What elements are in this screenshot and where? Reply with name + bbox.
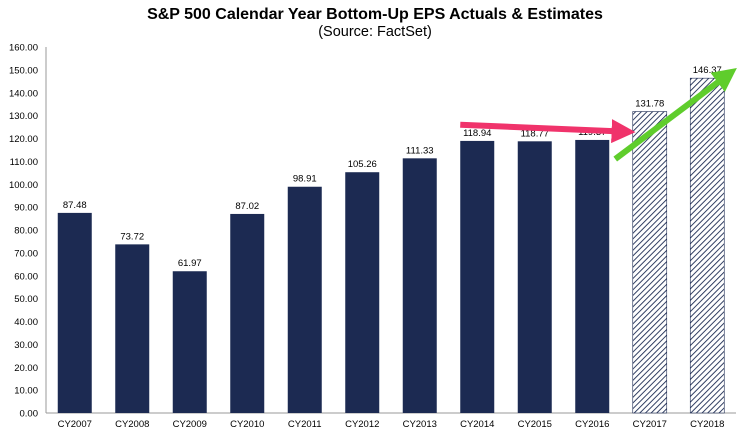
y-tick-label: 160.00	[9, 43, 38, 54]
x-tick-label: CY2014	[460, 419, 494, 430]
green-arrow	[613, 67, 737, 162]
x-tick-label: CY2012	[345, 419, 379, 430]
y-tick-label: 120.00	[9, 134, 38, 145]
chart-title: S&P 500 Calendar Year Bottom-Up EPS Actu…	[147, 6, 603, 23]
data-label: 87.48	[63, 200, 87, 211]
bar	[345, 172, 380, 413]
data-label: 87.02	[235, 201, 259, 212]
data-label: 118.77	[521, 128, 549, 139]
data-label: 73.72	[120, 231, 144, 242]
y-tick-label: 70.00	[14, 248, 38, 259]
y-tick-label: 10.00	[14, 386, 38, 397]
x-tick-label: CY2015	[518, 419, 552, 430]
x-tick-label: CY2007	[58, 419, 92, 430]
bar	[115, 244, 150, 413]
data-label: 118.94	[463, 128, 491, 139]
x-tick-label: CY2008	[115, 419, 149, 430]
y-tick-label: 80.00	[14, 226, 38, 237]
y-tick-label: 110.00	[10, 157, 38, 168]
y-tick-label: 150.00	[9, 65, 38, 76]
data-label: 61.97	[178, 258, 202, 269]
x-tick-label: CY2017	[633, 419, 667, 430]
estimate-bar	[632, 111, 668, 414]
data-label: 146.37	[693, 65, 722, 76]
y-tick-label: 100.00	[9, 180, 38, 191]
y-tick-label: 50.00	[14, 294, 38, 305]
bar	[402, 158, 437, 413]
bar	[575, 139, 610, 413]
data-label: 98.91	[293, 174, 317, 185]
estimate-bar	[689, 77, 725, 414]
x-tick-label: CY2016	[575, 419, 609, 430]
y-tick-label: 130.00	[9, 111, 38, 122]
y-tick-label: 0.00	[20, 409, 39, 420]
x-tick-label: CY2013	[403, 419, 437, 430]
data-label: 131.78	[635, 99, 664, 110]
bar	[230, 213, 265, 413]
pink-arrow	[460, 119, 636, 144]
bar	[517, 141, 552, 413]
bar	[287, 186, 322, 413]
chart-subtitle: (Source: FactSet)	[318, 24, 432, 40]
x-tick-label: CY2009	[173, 419, 207, 430]
x-tick-label: CY2010	[230, 419, 264, 430]
bar	[57, 212, 92, 413]
y-tick-label: 90.00	[14, 203, 38, 214]
y-tick-label: 30.00	[14, 340, 38, 351]
bar	[172, 271, 207, 413]
y-tick-label: 140.00	[9, 88, 38, 99]
data-label: 111.33	[406, 145, 434, 156]
y-tick-label: 60.00	[14, 271, 38, 282]
bar	[460, 140, 495, 413]
y-tick-label: 20.00	[14, 363, 38, 374]
y-tick-label: 40.00	[14, 317, 38, 328]
x-tick-label: CY2011	[288, 419, 322, 430]
x-tick-label: CY2018	[690, 419, 724, 430]
data-label: 105.26	[348, 159, 377, 170]
